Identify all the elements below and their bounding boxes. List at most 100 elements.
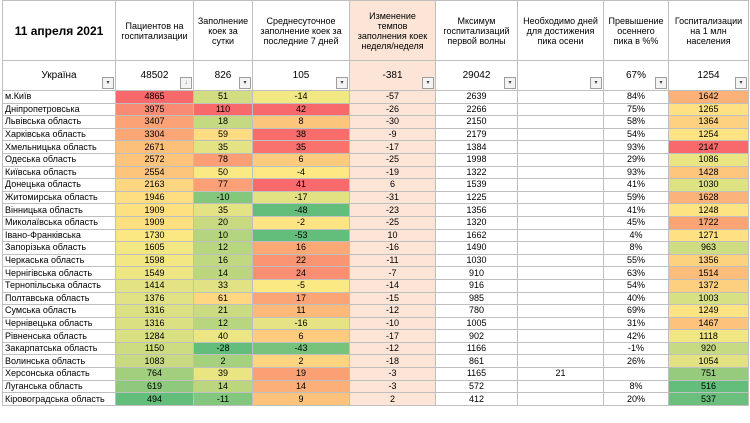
- table-row[interactable]: м.Київ 4865 51 -14 -57 2639 84% 1642: [2, 90, 749, 104]
- avg7-cell[interactable]: 9: [252, 392, 350, 406]
- avg7-cell[interactable]: -14: [252, 90, 350, 104]
- change-cell[interactable]: -12: [349, 304, 436, 318]
- avg7-cell[interactable]: -43: [252, 341, 350, 356]
- region-name[interactable]: Харківська область: [2, 127, 116, 142]
- table-row[interactable]: Миколаївська область 1909 20 -2 -25 1320 45% 17…: [2, 215, 749, 230]
- region-name[interactable]: Запорізька область: [2, 241, 116, 255]
- max-first-cell[interactable]: 985: [435, 291, 518, 306]
- days-needed-cell[interactable]: [517, 178, 604, 192]
- table-row[interactable]: Луганська область 619 14 14 -3 572 8% 516: [2, 379, 749, 394]
- per-million-cell[interactable]: 1265: [668, 102, 749, 117]
- excess-cell[interactable]: 84%: [603, 90, 669, 104]
- table-row[interactable]: Дніпропетровська 3975 110 42 -26 2266 75% 1265: [2, 102, 749, 117]
- per-million-cell[interactable]: 1054: [668, 354, 749, 369]
- max-first-cell[interactable]: 1322: [435, 165, 518, 180]
- per-million-cell[interactable]: 1248: [668, 203, 749, 217]
- per-million-cell[interactable]: 1722: [668, 215, 749, 230]
- patients-cell[interactable]: 1083: [115, 354, 194, 369]
- daily-cell[interactable]: 2: [193, 354, 253, 369]
- patients-cell[interactable]: 2554: [115, 165, 194, 180]
- patients-cell[interactable]: 1150: [115, 341, 194, 356]
- avg7-cell[interactable]: 35: [252, 140, 350, 154]
- daily-cell[interactable]: 12: [193, 241, 253, 255]
- change-cell[interactable]: -16: [349, 241, 436, 255]
- table-row[interactable]: Рівненська область 1284 40 6 -17 902 42% 1118: [2, 329, 749, 343]
- excess-cell[interactable]: 45%: [603, 215, 669, 230]
- days-needed-cell[interactable]: [517, 165, 604, 180]
- per-million-cell[interactable]: 751: [668, 367, 749, 381]
- per-million-cell[interactable]: 1356: [668, 253, 749, 268]
- change-cell[interactable]: -17: [349, 140, 436, 154]
- excess-cell[interactable]: 93%: [603, 140, 669, 154]
- per-million-cell[interactable]: 1030: [668, 178, 749, 192]
- days-needed-cell[interactable]: [517, 241, 604, 255]
- days-needed-cell[interactable]: [517, 152, 604, 167]
- excess-cell[interactable]: 8%: [603, 379, 669, 394]
- patients-cell[interactable]: 1946: [115, 190, 194, 205]
- days-needed-cell[interactable]: [517, 304, 604, 318]
- per-million-cell[interactable]: 1428: [668, 165, 749, 180]
- excess-cell[interactable]: 20%: [603, 392, 669, 406]
- avg7-cell[interactable]: -17: [252, 190, 350, 205]
- table-row[interactable]: Чернігівська область 1549 14 24 -7 910 63% 1514: [2, 266, 749, 280]
- avg7-cell[interactable]: 8: [252, 115, 350, 129]
- daily-cell[interactable]: 21: [193, 304, 253, 318]
- max-first-cell[interactable]: 1005: [435, 316, 518, 331]
- per-million-cell[interactable]: 1086: [668, 152, 749, 167]
- change-cell[interactable]: -14: [349, 278, 436, 293]
- change-cell[interactable]: -10: [349, 316, 436, 331]
- excess-cell[interactable]: 59%: [603, 190, 669, 205]
- table-row[interactable]: Херсонська область 764 39 19 -3 1165 21 751: [2, 367, 749, 381]
- change-cell[interactable]: -30: [349, 115, 436, 129]
- change-cell[interactable]: -31: [349, 190, 436, 205]
- days-needed-cell[interactable]: [517, 102, 604, 117]
- max-first-cell[interactable]: 1662: [435, 228, 518, 243]
- col-header-per-million[interactable]: Госпитализации на 1 млн населения: [668, 0, 749, 61]
- region-name[interactable]: Хмельницька область: [2, 140, 116, 154]
- patients-cell[interactable]: 3975: [115, 102, 194, 117]
- excess-cell[interactable]: -1%: [603, 341, 669, 356]
- region-name[interactable]: Волинська область: [2, 354, 116, 369]
- max-first-cell[interactable]: 2150: [435, 115, 518, 129]
- max-first-cell[interactable]: 1225: [435, 190, 518, 205]
- table-row[interactable]: Івано-Франківська 1730 10 -53 10 1662 4% 1271: [2, 228, 749, 243]
- patients-cell[interactable]: 1730: [115, 228, 194, 243]
- days-needed-cell[interactable]: [517, 379, 604, 394]
- patients-cell[interactable]: 1605: [115, 241, 194, 255]
- days-needed-cell[interactable]: [517, 354, 604, 369]
- excess-cell[interactable]: 42%: [603, 329, 669, 343]
- per-million-cell[interactable]: 1249: [668, 304, 749, 318]
- change-cell[interactable]: -3: [349, 379, 436, 394]
- per-million-cell[interactable]: 1467: [668, 316, 749, 331]
- days-needed-cell[interactable]: [517, 215, 604, 230]
- patients-cell[interactable]: 1598: [115, 253, 194, 268]
- patients-cell[interactable]: 494: [115, 392, 194, 406]
- daily-cell[interactable]: 10: [193, 228, 253, 243]
- avg7-cell[interactable]: -4: [252, 165, 350, 180]
- region-name[interactable]: Житомирська область: [2, 190, 116, 205]
- region-name[interactable]: Луганська область: [2, 379, 116, 394]
- excess-cell[interactable]: 41%: [603, 203, 669, 217]
- table-row[interactable]: Київська область 2554 50 -4 -19 1322 93% 1428: [2, 165, 749, 180]
- change-cell[interactable]: -23: [349, 203, 436, 217]
- change-cell[interactable]: -25: [349, 152, 436, 167]
- region-name[interactable]: Івано-Франківська: [2, 228, 116, 243]
- change-cell[interactable]: -15: [349, 291, 436, 306]
- col-header-change[interactable]: Изменение темпов заполнения коек неделя/…: [349, 0, 436, 61]
- patients-cell[interactable]: 2671: [115, 140, 194, 154]
- daily-cell[interactable]: 77: [193, 178, 253, 192]
- avg7-cell[interactable]: -48: [252, 203, 350, 217]
- region-name[interactable]: Чернігівська область: [2, 266, 116, 280]
- change-cell[interactable]: -26: [349, 102, 436, 117]
- avg7-cell[interactable]: 11: [252, 304, 350, 318]
- max-first-cell[interactable]: 780: [435, 304, 518, 318]
- per-million-cell[interactable]: 1372: [668, 278, 749, 293]
- patients-cell[interactable]: 1316: [115, 316, 194, 331]
- region-name[interactable]: Миколаївська область: [2, 215, 116, 230]
- change-cell[interactable]: -12: [349, 341, 436, 356]
- max-first-cell[interactable]: 910: [435, 266, 518, 280]
- col-header-daily[interactable]: Заполнение коек за сутки: [193, 0, 253, 61]
- col-header-days-needed[interactable]: Необходимо дней для достижения пика осен…: [517, 0, 604, 61]
- filter-dropdown-icon[interactable]: ▾: [422, 77, 434, 89]
- daily-cell[interactable]: 12: [193, 316, 253, 331]
